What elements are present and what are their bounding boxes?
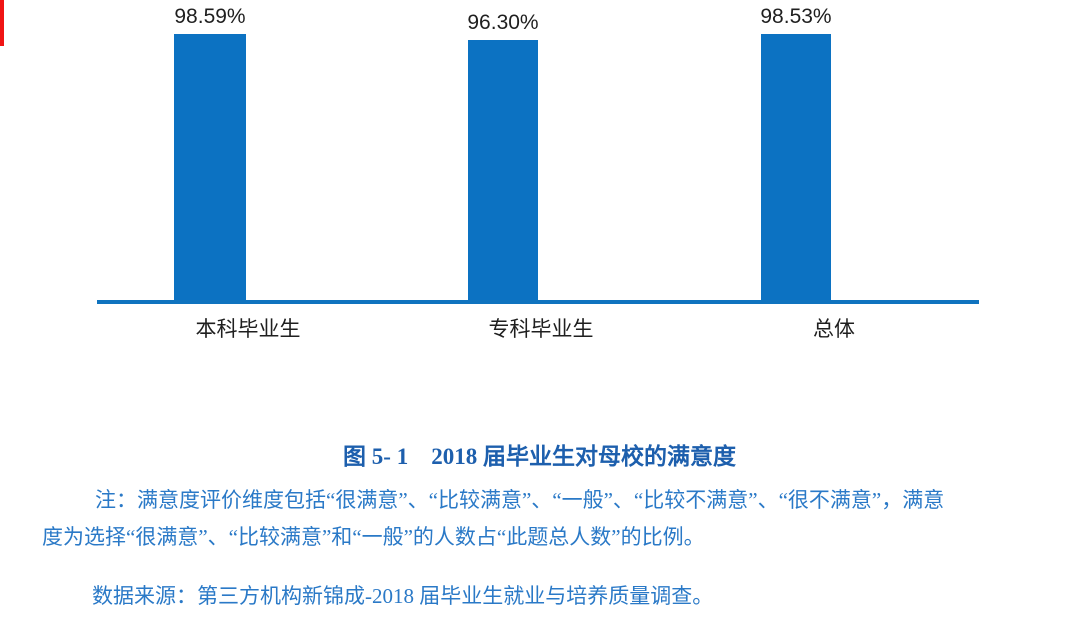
bar-value-label: 98.53%	[760, 5, 832, 28]
data-source-text: 数据来源：第三方机构新锦成-2018 届毕业生就业与培养质量调查。	[92, 584, 714, 608]
note-text-line2: 度为选择“很满意”、“比较满意”和“一般”的人数占“此题总人数”的比例。	[42, 525, 705, 549]
figure-caption: 图 5- 1 2018 届毕业生对母校的满意度	[343, 444, 736, 469]
x-axis-line	[97, 300, 979, 304]
bar-value-label: 98.59%	[174, 5, 246, 28]
bar-undergraduate	[174, 34, 246, 301]
x-axis-label-undergraduate: 本科毕业生	[195, 318, 301, 341]
bar-value-label: 96.30%	[467, 11, 539, 34]
page-edge-red-mark	[0, 0, 4, 46]
x-axis-label-college: 专科毕业生	[488, 318, 594, 341]
note-text-line1: 注：满意度评价维度包括“很满意”、“比较满意”、“一般”、“比较不满意”、“很不…	[95, 488, 945, 512]
bar-college	[468, 40, 538, 301]
satisfaction-bar-chart: 98.59% 96.30% 98.53% 本科毕业生 专科毕业生 总体	[97, 5, 979, 341]
bar-overall	[761, 34, 831, 301]
x-axis-label-overall: 总体	[813, 318, 855, 341]
